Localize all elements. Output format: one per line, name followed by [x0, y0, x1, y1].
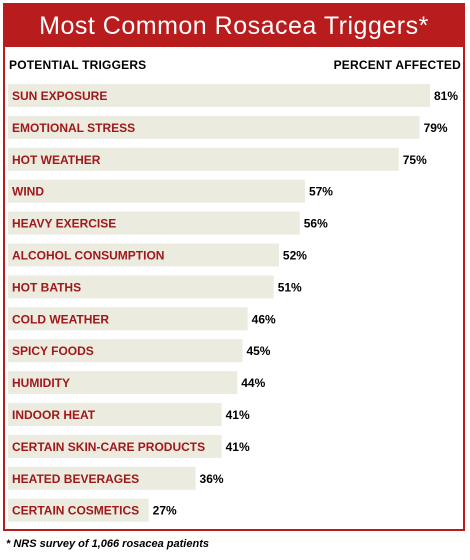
bar-hot-baths [8, 275, 274, 299]
category-label: INDOOR HEAT [12, 408, 96, 422]
category-label: CERTAIN SKIN-CARE PRODUCTS [12, 440, 205, 454]
bar-certain-skin-care-products [8, 434, 222, 458]
value-label: 52% [283, 249, 307, 263]
category-label: SPICY FOODS [12, 344, 94, 358]
bar-hot-weather [8, 147, 399, 171]
bar-cold-weather [8, 307, 248, 331]
value-label: 57% [309, 185, 333, 199]
value-label: 36% [200, 472, 224, 486]
category-label: HOT WEATHER [12, 153, 101, 167]
category-label: HUMIDITY [12, 376, 70, 390]
category-label: WIND [12, 185, 44, 199]
value-label: 46% [252, 312, 276, 326]
value-label: 44% [241, 376, 265, 390]
footnote: * NRS survey of 1,066 rosacea patients [6, 538, 209, 550]
value-label: 79% [424, 121, 448, 135]
value-label: 41% [226, 440, 250, 454]
category-label: HEAVY EXERCISE [12, 217, 116, 231]
value-label: 75% [403, 153, 427, 167]
column-header-percent: PERCENT AFFECTED [333, 58, 461, 72]
bar-wind [8, 179, 305, 203]
column-header-triggers: POTENTIAL TRIGGERS [9, 58, 147, 72]
bar-chart: SUN EXPOSURE 81% EMOTIONAL STRESS 79% HOT WE… [8, 84, 458, 522]
chart-title: Most Common Rosacea Triggers* [5, 5, 463, 47]
category-label: CERTAIN COSMETICS [12, 504, 139, 518]
category-label: EMOTIONAL STRESS [12, 121, 135, 135]
value-label: 45% [246, 344, 270, 358]
bar-indoor-heat [8, 403, 222, 426]
category-label: HOT BATHS [12, 280, 81, 294]
value-label: 41% [226, 408, 250, 422]
bar-heated-beverages [8, 466, 196, 490]
bar-heavy-exercise [8, 211, 300, 235]
value-label: 81% [434, 89, 458, 103]
value-label: 51% [278, 280, 302, 294]
bar-humidity [8, 371, 238, 395]
category-label: SUN EXPOSURE [12, 89, 107, 103]
bar-alcohol-consumption [8, 243, 279, 267]
bar-certain-cosmetics [8, 498, 149, 522]
value-label: 27% [153, 504, 177, 518]
bar-spicy-foods [8, 339, 243, 363]
category-label: COLD WEATHER [12, 312, 109, 326]
bar-emotional-stress [8, 115, 420, 139]
value-label: 56% [304, 217, 328, 231]
category-label: HEATED BEVERAGES [12, 472, 139, 486]
bar-sun-exposure [8, 84, 430, 107]
category-label: ALCOHOL CONSUMPTION [12, 249, 164, 263]
